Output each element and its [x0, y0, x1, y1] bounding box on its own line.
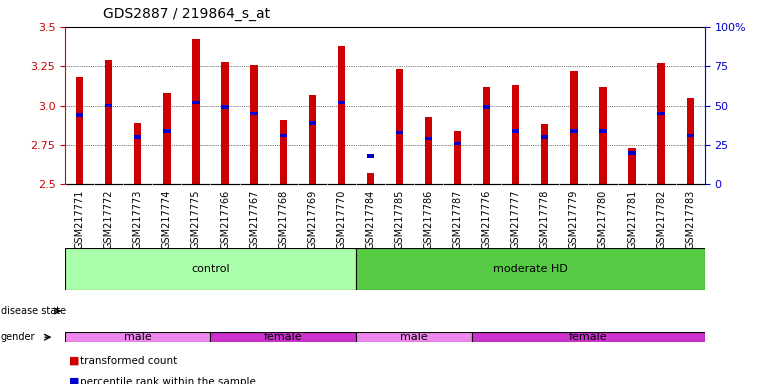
- Text: GSM217784: GSM217784: [365, 190, 375, 249]
- Bar: [65, 332, 211, 342]
- Text: GSM217768: GSM217768: [278, 190, 288, 249]
- Bar: [280, 120, 286, 184]
- Bar: [628, 151, 636, 155]
- Bar: [657, 112, 665, 115]
- Text: control: control: [192, 264, 230, 274]
- Bar: [542, 135, 548, 139]
- Bar: [512, 129, 519, 132]
- Text: GSM217772: GSM217772: [103, 190, 113, 249]
- Bar: [250, 65, 257, 184]
- Text: GSM217777: GSM217777: [511, 190, 521, 249]
- Bar: [338, 46, 345, 184]
- Bar: [483, 87, 490, 184]
- Text: ■: ■: [69, 377, 80, 384]
- Text: percentile rank within the sample: percentile rank within the sample: [80, 377, 257, 384]
- Text: female: female: [569, 332, 607, 342]
- Text: GSM217779: GSM217779: [569, 190, 579, 249]
- Text: GSM217780: GSM217780: [598, 190, 608, 249]
- Bar: [686, 134, 694, 137]
- Text: GSM217781: GSM217781: [627, 190, 637, 249]
- Bar: [454, 131, 461, 184]
- Text: GSM217783: GSM217783: [685, 190, 696, 249]
- Bar: [221, 106, 228, 109]
- Text: female: female: [264, 332, 303, 342]
- Text: GSM217774: GSM217774: [162, 190, 172, 249]
- Text: GSM217773: GSM217773: [133, 190, 142, 249]
- Bar: [309, 121, 316, 125]
- Text: GSM217778: GSM217778: [540, 190, 550, 249]
- Bar: [367, 173, 374, 184]
- Bar: [599, 129, 607, 132]
- Bar: [356, 248, 705, 290]
- Bar: [76, 113, 83, 117]
- Bar: [425, 117, 432, 184]
- Text: moderate HD: moderate HD: [493, 264, 568, 274]
- Bar: [425, 137, 432, 141]
- Bar: [396, 131, 403, 134]
- Bar: [512, 85, 519, 184]
- Bar: [657, 63, 665, 184]
- Bar: [542, 124, 548, 184]
- Text: male: male: [124, 332, 152, 342]
- Bar: [250, 112, 257, 115]
- Bar: [105, 60, 113, 184]
- Text: GSM217775: GSM217775: [191, 190, 201, 249]
- Text: GSM217782: GSM217782: [656, 190, 666, 249]
- Bar: [599, 87, 607, 184]
- Text: gender: gender: [1, 332, 35, 342]
- Bar: [309, 94, 316, 184]
- Text: GSM217771: GSM217771: [74, 190, 85, 249]
- Bar: [396, 70, 403, 184]
- Text: GSM217787: GSM217787: [453, 190, 463, 249]
- Bar: [356, 332, 472, 342]
- Text: GSM217770: GSM217770: [336, 190, 346, 249]
- Bar: [472, 332, 705, 342]
- Bar: [134, 123, 142, 184]
- Bar: [192, 101, 200, 104]
- Bar: [134, 135, 142, 139]
- Bar: [686, 98, 694, 184]
- Text: GSM217776: GSM217776: [482, 190, 492, 249]
- Bar: [65, 248, 356, 290]
- Text: male: male: [400, 332, 428, 342]
- Text: transformed count: transformed count: [80, 356, 178, 366]
- Text: GSM217785: GSM217785: [394, 190, 404, 249]
- Bar: [570, 71, 578, 184]
- Bar: [192, 40, 200, 184]
- Bar: [570, 129, 578, 132]
- Bar: [163, 93, 171, 184]
- Text: ■: ■: [69, 356, 80, 366]
- Bar: [221, 61, 228, 184]
- Text: GSM217786: GSM217786: [424, 190, 434, 249]
- Bar: [454, 142, 461, 145]
- Bar: [76, 77, 83, 184]
- Bar: [211, 332, 356, 342]
- Text: GSM217767: GSM217767: [249, 190, 259, 249]
- Bar: [338, 101, 345, 104]
- Bar: [163, 129, 171, 132]
- Text: GSM217766: GSM217766: [220, 190, 230, 249]
- Text: GDS2887 / 219864_s_at: GDS2887 / 219864_s_at: [103, 7, 270, 21]
- Bar: [280, 134, 286, 137]
- Bar: [628, 148, 636, 184]
- Bar: [367, 154, 374, 158]
- Bar: [483, 106, 490, 109]
- Text: disease state: disease state: [1, 306, 66, 316]
- Text: GSM217769: GSM217769: [307, 190, 317, 249]
- Bar: [105, 104, 113, 108]
